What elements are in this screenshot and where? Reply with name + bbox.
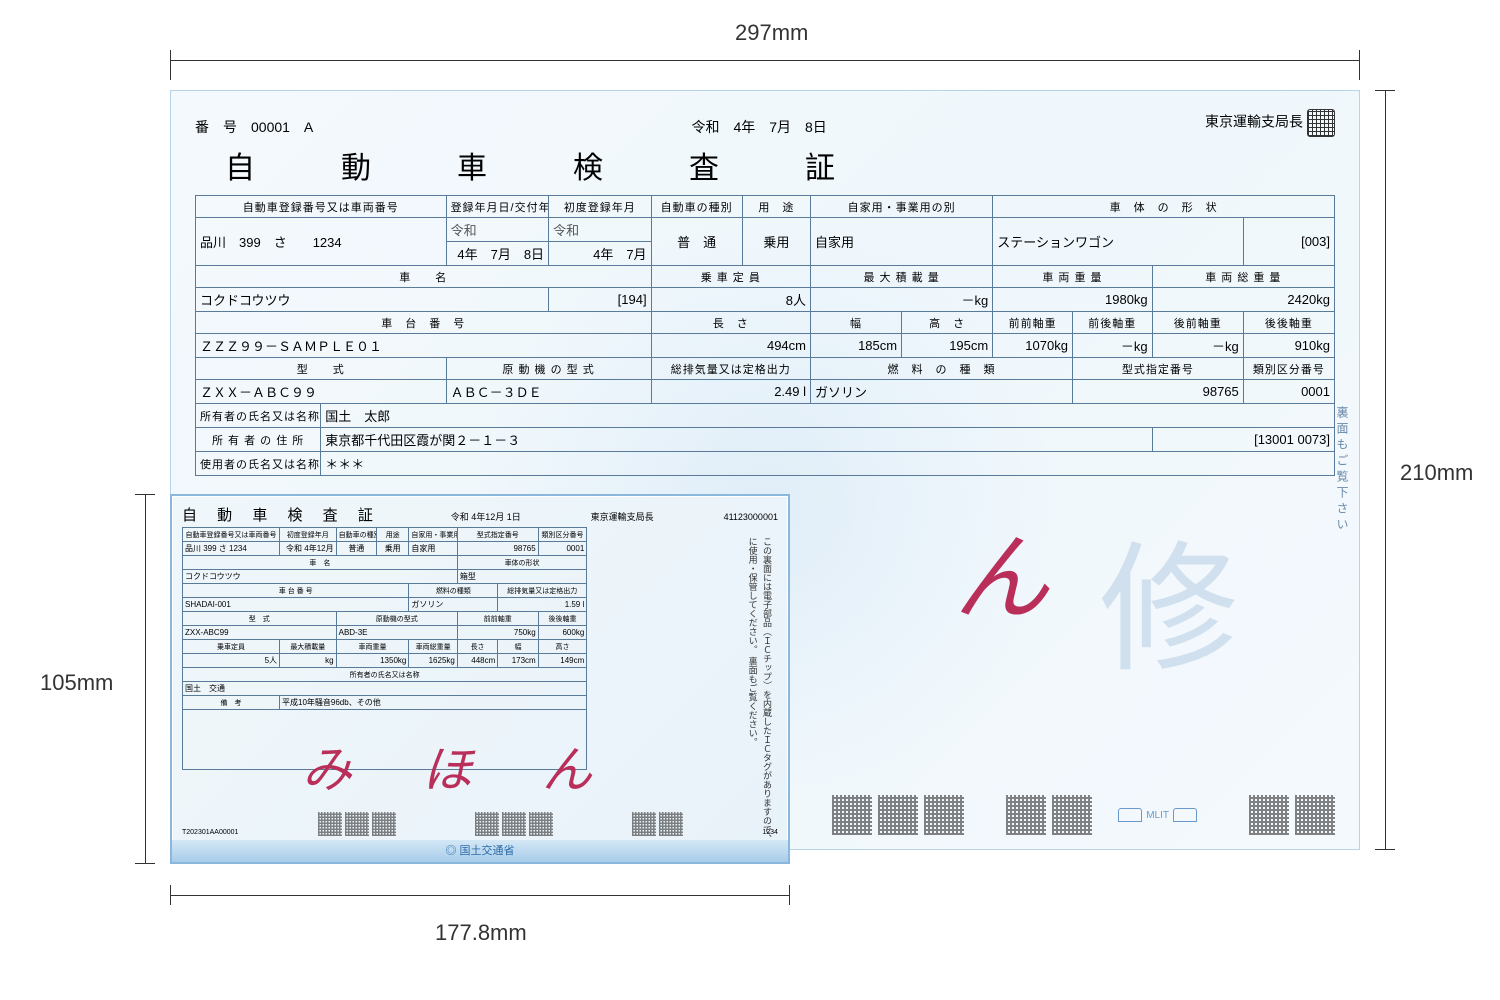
issuer: 東京運輸支局長 (1205, 109, 1335, 137)
dim-left: 105mm (40, 670, 113, 696)
bango: 番 号 00001 A (195, 117, 313, 137)
small-footer: ◎ 国土交通省 (172, 840, 788, 862)
watermark-n: ん (954, 502, 1049, 639)
dim-left-line (145, 494, 146, 864)
qr-row-small: T202301AA00001 1234 (182, 812, 778, 836)
issue-date: 令和 4年 7月 8日 (691, 117, 826, 137)
small-table: 自動車登録番号又は車両番号初度登録年月自動車の種別 用途自家用・事業用の別型式指… (182, 527, 587, 770)
certificate-small: 自 動 車 検 査 証 令和 4年12月 1日 東京運輸支局長 41123000… (170, 494, 790, 864)
dim-bottom: 177.8mm (435, 920, 527, 946)
small-title: 自 動 車 検 査 証 (182, 504, 381, 525)
seal-icon (1307, 109, 1335, 137)
dim-top-line (170, 60, 1360, 61)
dim-bottom-line (170, 895, 790, 896)
dim-right-line (1385, 90, 1386, 850)
doc-title: 自 動 車 検 査 証 (225, 143, 1335, 187)
main-table: 自動車登録番号又は車両番号 登録年月日/交付年月日 初度登録年月 自動車の種別 … (195, 195, 1335, 476)
watermark-shu: 修 (1099, 497, 1239, 699)
dim-right: 210mm (1400, 460, 1473, 486)
dim-top: 297mm (735, 20, 808, 46)
side-note: 裏面もご覧下さい (1334, 406, 1351, 534)
